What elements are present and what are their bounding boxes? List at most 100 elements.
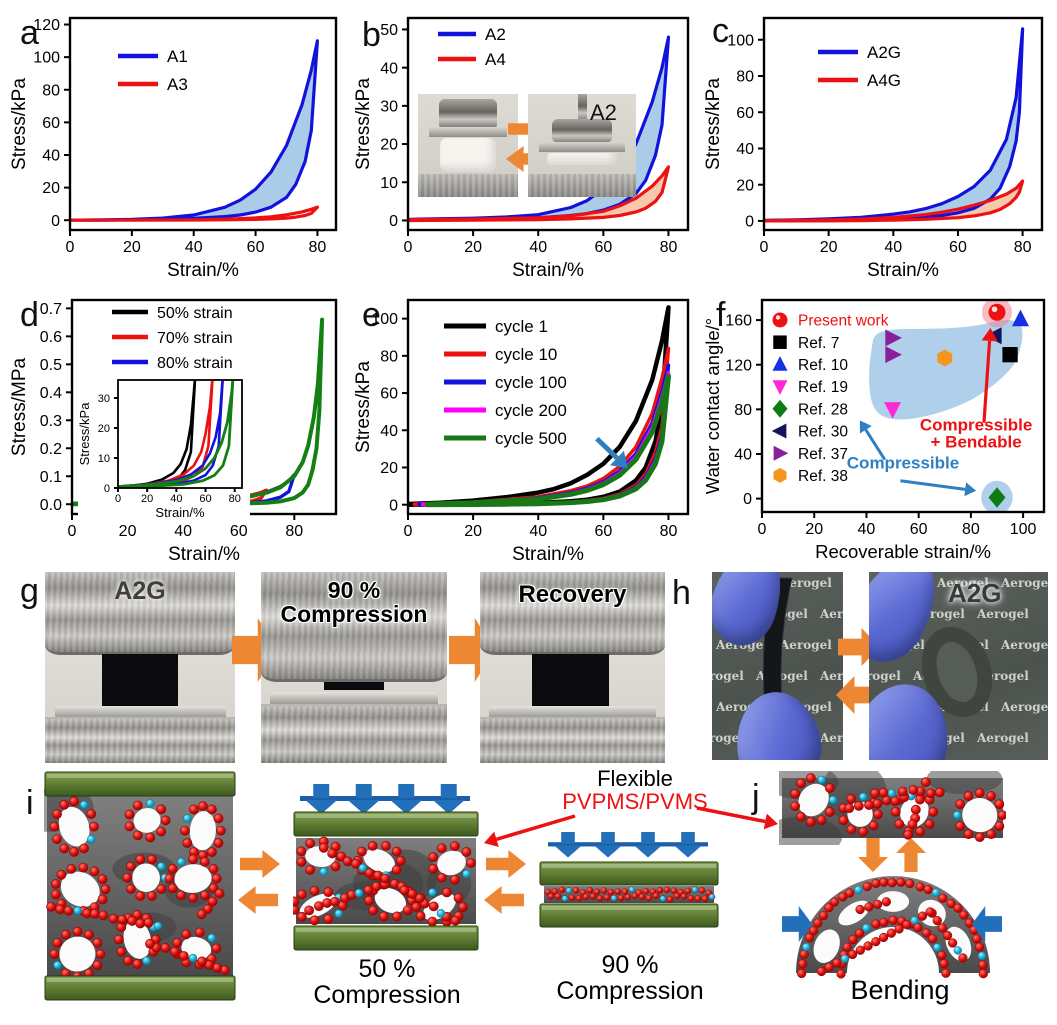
svg-text:0: 0 xyxy=(115,493,121,505)
press-washer xyxy=(429,126,507,138)
svg-text:60: 60 xyxy=(247,239,265,256)
svg-text:Recoverable strain/%: Recoverable strain/% xyxy=(815,541,991,562)
panel-letter-h: h xyxy=(672,574,691,612)
aerogel-background-word: Aerogel xyxy=(712,669,744,683)
panel-letter-c: c xyxy=(712,12,729,50)
svg-text:Ref. 38: Ref. 38 xyxy=(798,468,848,485)
photo-aerogel-compressed xyxy=(528,94,636,197)
caption-line1: 90 % xyxy=(327,577,381,603)
aerogel-background-word: Aerogel xyxy=(780,576,832,590)
svg-text:60: 60 xyxy=(230,523,248,540)
svg-text:40: 40 xyxy=(884,239,902,256)
aerogel-background-word: Aerogel xyxy=(780,638,832,652)
svg-text:20: 20 xyxy=(42,180,60,197)
svg-text:30: 30 xyxy=(98,393,110,405)
press-base xyxy=(528,174,636,197)
photo-a2g-recovered: Recovery xyxy=(480,572,665,763)
svg-text:80: 80 xyxy=(734,402,752,419)
aerogel-background-word: Aerogel xyxy=(937,576,989,590)
black-aerogel-sample xyxy=(531,654,610,706)
svg-text:20: 20 xyxy=(141,493,153,505)
svg-text:0: 0 xyxy=(104,483,110,495)
svg-text:60: 60 xyxy=(594,239,612,256)
svg-text:0.0: 0.0 xyxy=(40,497,62,514)
compression-50-label: 50 % Compression xyxy=(307,956,467,1008)
svg-text:0: 0 xyxy=(51,213,60,230)
caption-line2: Compression xyxy=(280,601,428,628)
chart-stress-strain-b: 0 20 40 60 80 0 10 20 30 40 50 Strain/% Stress/kPa A2… xyxy=(353,16,690,281)
panel-letter-f: f xyxy=(716,296,726,334)
svg-text:120: 120 xyxy=(33,17,60,34)
svg-text:20: 20 xyxy=(736,177,754,194)
svg-text:40: 40 xyxy=(380,60,398,77)
h-sample-label: A2G xyxy=(948,578,1002,608)
svg-text:20: 20 xyxy=(380,137,398,154)
svg-text:40: 40 xyxy=(858,521,876,538)
svg-text:30: 30 xyxy=(380,98,398,115)
press-base xyxy=(418,174,518,197)
lower-platen xyxy=(480,717,665,763)
svg-text:20: 20 xyxy=(123,239,141,256)
svg-text:0.5: 0.5 xyxy=(40,357,62,374)
chart-stress-strain-c: 0 20 40 60 80 0 20 40 60 80 100 Strain/% Stress/kPa A… xyxy=(703,16,1044,281)
press-nut xyxy=(551,118,613,144)
svg-text:100: 100 xyxy=(1010,521,1037,538)
panel-letter-i: i xyxy=(26,784,34,822)
svg-text:20: 20 xyxy=(380,460,398,477)
pvpms-label: PVPMS/PVMS xyxy=(562,788,708,814)
svg-text:Ref. 7: Ref. 7 xyxy=(798,335,839,352)
svg-text:20: 20 xyxy=(805,521,823,538)
svg-text:Strain/%: Strain/% xyxy=(512,260,584,281)
svg-text:A1: A1 xyxy=(167,47,188,66)
lower-anvil xyxy=(54,705,226,720)
bending-label: Bending xyxy=(850,975,950,1005)
photo-a2g-90-compressed: 90 % Compression xyxy=(261,572,447,763)
svg-text:80% strain: 80% strain xyxy=(157,355,233,372)
svg-text:10: 10 xyxy=(380,175,398,192)
svg-text:0: 0 xyxy=(404,239,413,256)
svg-text:Ref. 10: Ref. 10 xyxy=(798,357,848,374)
svg-text:Ref. 19: Ref. 19 xyxy=(798,379,848,396)
lower-anvil xyxy=(489,705,656,720)
svg-text:A4G: A4G xyxy=(867,71,901,90)
svg-text:0: 0 xyxy=(760,239,769,256)
svg-text:Stress/MPa: Stress/MPa xyxy=(9,357,30,456)
panel-letter-b: b xyxy=(362,16,381,54)
aerogel-background-word: Aerogel xyxy=(1001,638,1048,652)
svg-text:100: 100 xyxy=(33,50,60,67)
label-line2: Compression xyxy=(313,981,461,1009)
aerogel-background-word: Aerogel xyxy=(820,669,843,683)
svg-text:60: 60 xyxy=(736,105,754,122)
svg-text:Ref. 30: Ref. 30 xyxy=(798,424,848,441)
lower-anvil xyxy=(270,692,438,706)
lower-platen xyxy=(261,703,447,763)
svg-text:A2: A2 xyxy=(485,25,506,44)
svg-text:0.1: 0.1 xyxy=(40,469,62,486)
svg-text:Stress/kPa: Stress/kPa xyxy=(353,361,374,453)
panel-letter-a: a xyxy=(20,14,39,52)
svg-text:0: 0 xyxy=(389,497,398,514)
svg-text:Stress/kPa: Stress/kPa xyxy=(703,78,724,170)
svg-text:0.3: 0.3 xyxy=(40,413,62,430)
svg-text:20: 20 xyxy=(98,423,110,435)
svg-text:100: 100 xyxy=(371,311,398,328)
white-aerogel-sample xyxy=(440,138,496,173)
black-aerogel-sample xyxy=(102,654,178,706)
svg-text:80: 80 xyxy=(1014,239,1032,256)
panel-letter-g: g xyxy=(20,572,39,610)
panel-letter-e: e xyxy=(362,296,381,334)
svg-text:Ref. 37: Ref. 37 xyxy=(798,446,848,463)
svg-text:100: 100 xyxy=(727,32,754,49)
photo-a2g-strip-straight: Aerogel Aerogel Aerogel Aerogel Aerogel Aerog… xyxy=(712,572,843,760)
svg-text:0: 0 xyxy=(404,523,413,540)
svg-text:Present work: Present work xyxy=(798,313,889,330)
svg-text:20: 20 xyxy=(464,523,482,540)
white-aerogel-sample-compressed xyxy=(547,152,617,166)
svg-text:+ Bendable: + Bendable xyxy=(931,432,1022,451)
svg-text:20: 20 xyxy=(464,239,482,256)
panel-letter-j: j xyxy=(752,778,760,816)
svg-text:60: 60 xyxy=(199,493,211,505)
svg-text:cycle 1: cycle 1 xyxy=(495,317,548,336)
svg-text:Strain/%: Strain/% xyxy=(155,505,205,520)
svg-text:Strain/%: Strain/% xyxy=(512,544,584,565)
